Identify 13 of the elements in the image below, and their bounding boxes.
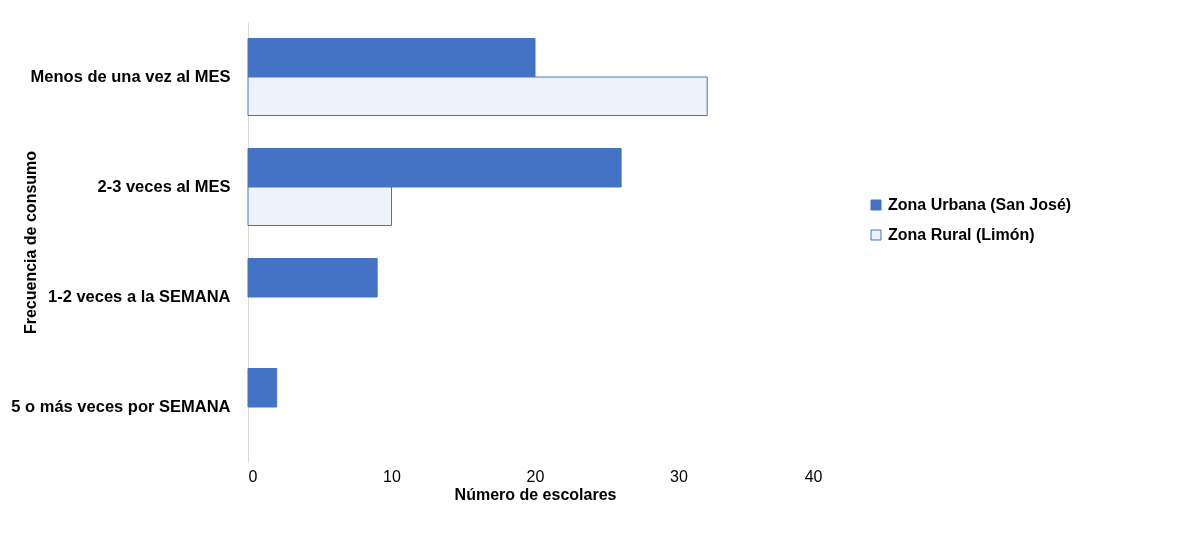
x-tick-label: 10 [383,467,401,485]
x-tick-label: 40 [804,467,823,485]
y-tick-label: 1-2 veces a la SEMANA [47,287,231,305]
x-tick-label: 20 [526,467,545,485]
legend-label: Zona Rural (Limón) [888,226,1035,243]
y-axis-title: Frecuencia de consumo [21,150,39,335]
x-tick-label: 0 [248,467,258,485]
y-tick-label: 2-3 veces al MES [97,177,231,195]
y-tick-label: Menos de una vez al MES [30,67,231,85]
y-tick-label: 5 o más veces por SEMANA [11,397,231,415]
legend-label: Zona Urbana (San José) [888,196,1072,213]
x-tick-label: 30 [670,467,688,485]
x-axis-title: Número de escolares [454,485,617,503]
